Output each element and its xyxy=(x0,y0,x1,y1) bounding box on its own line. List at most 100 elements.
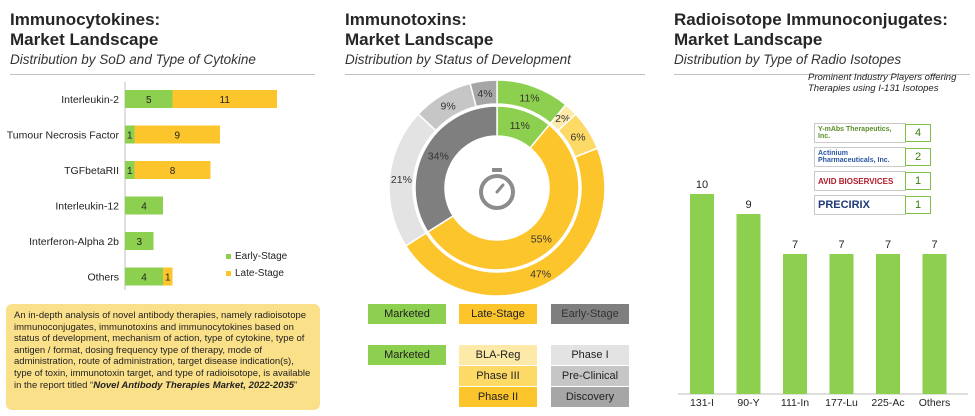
data-label: 7 xyxy=(931,239,937,251)
category-label: 225-Ac xyxy=(871,397,904,409)
player-name-0: Y-mAbs Therapeutics, Inc. xyxy=(818,126,892,140)
player-count-1: 2 xyxy=(905,148,931,166)
category-label: Tumour Necrosis Factor xyxy=(7,130,120,142)
outer-data-label: 21% xyxy=(391,174,412,186)
data-label: 4 xyxy=(141,202,147,213)
player-name-1: Actinium Pharmaceuticals, Inc. xyxy=(818,150,890,164)
panel3-rule xyxy=(674,74,970,75)
panel1-rule xyxy=(10,74,315,75)
player-count-2: 1 xyxy=(905,172,931,190)
logo-actinium: Actinium Pharmaceuticals, Inc. xyxy=(814,147,906,167)
stopwatch-hand xyxy=(495,183,505,194)
legend-phase-i: Phase I xyxy=(551,345,629,365)
legend-discovery: Discovery xyxy=(551,387,629,407)
data-label: 7 xyxy=(792,239,798,251)
panel1-subtitle: Distribution by SoD and Type of Cytokine xyxy=(10,52,256,67)
bar xyxy=(922,254,947,394)
note-end: ” xyxy=(294,379,298,391)
category-label: Others xyxy=(87,272,119,284)
data-label: 1 xyxy=(165,273,171,284)
bar xyxy=(736,214,761,394)
panel1-title-line2: Market Landscape xyxy=(10,30,159,49)
data-label: 7 xyxy=(838,239,844,251)
bar xyxy=(829,254,854,394)
inner-data-label: 11% xyxy=(510,120,530,132)
category-label: TGFbetaRII xyxy=(64,165,119,177)
bar-early xyxy=(125,125,135,144)
panel3-subtitle: Distribution by Type of Radio Isotopes xyxy=(674,52,902,67)
bar-late xyxy=(134,161,211,179)
data-label: 4 xyxy=(141,273,147,284)
bar-late xyxy=(163,267,173,286)
report-note: An in-depth analysis of novel antibody t… xyxy=(6,304,320,410)
legend-label: Late-Stage xyxy=(235,268,284,279)
legend-phase-iii: Phase III xyxy=(459,366,537,386)
data-label: 7 xyxy=(885,239,891,251)
inner-data-label: 55% xyxy=(531,233,552,245)
panel-immunotoxins: Immunotoxins: Market Landscape Distribut… xyxy=(345,0,645,416)
logo-avid: AVID BIOSERVICES xyxy=(814,171,906,191)
outer-data-label: 47% xyxy=(530,269,551,281)
category-label: 90-Y xyxy=(737,397,759,409)
outer-data-label: 9% xyxy=(441,100,456,112)
category-label: Interleukin-12 xyxy=(55,201,119,213)
category-label: 111-In xyxy=(781,397,809,409)
stopwatch-ring xyxy=(479,174,515,210)
bar-late xyxy=(134,125,220,144)
bar-early xyxy=(125,267,163,286)
data-label: 10 xyxy=(696,179,708,191)
players-title: Prominent Industry Players offering Ther… xyxy=(808,72,957,94)
isotope-bar-chart: 10 131-I 9 90-Y 7 111-In 7 177-Lu 7 225-Ac 7 Others xyxy=(678,179,968,409)
logo-precirix: PRECIRIX xyxy=(814,195,906,215)
bar-early xyxy=(125,232,154,250)
inner-slice xyxy=(414,105,498,233)
legend-late-stage: Late-Stage xyxy=(459,304,537,324)
note-report-title: Novel Antibody Therapies Market, 2022-20… xyxy=(93,379,295,391)
player-name-3: PRECIRIX xyxy=(818,199,870,211)
category-label: 177-Lu xyxy=(825,397,858,409)
panel2-title-line1: Immunotoxins: xyxy=(345,10,467,29)
panel3-title-line2: Market Landscape xyxy=(674,30,823,49)
panel2-title-line2: Market Landscape xyxy=(345,30,494,49)
panel2-subtitle: Distribution by Status of Development xyxy=(345,52,571,67)
bar-early xyxy=(125,161,135,179)
legend-swatch xyxy=(226,271,231,276)
legend-marketed-outer: Marketed xyxy=(368,345,446,365)
data-label: 1 xyxy=(127,131,133,142)
legend-bla-reg: BLA-Reg xyxy=(459,345,537,365)
bar xyxy=(783,254,807,394)
data-label: 1 xyxy=(127,166,133,177)
panel-immunocytokines: Immunocytokines: Market Landscape Distri… xyxy=(10,0,320,416)
panel2-rule xyxy=(345,74,645,75)
legend-swatch xyxy=(226,254,231,259)
category-label: 131-I xyxy=(690,397,714,409)
status-donut-chart: 11%2%6%47%21%9%4%11%55%34% xyxy=(388,79,606,297)
bar xyxy=(690,194,714,394)
panel3-title-line1: Radioisotope Immunoconjugates: xyxy=(674,10,948,29)
data-label: 5 xyxy=(146,95,152,106)
data-label: 11 xyxy=(220,95,231,106)
legend-pre-clinical: Pre-Clinical xyxy=(551,366,629,386)
player-count-0: 4 xyxy=(905,124,931,142)
legend-early-stage: Early-Stage xyxy=(551,304,629,324)
data-label: 8 xyxy=(170,166,176,177)
category-label: Interferon-Alpha 2b xyxy=(29,236,119,248)
player-name-2: AVID BIOSERVICES xyxy=(818,176,894,186)
bar-early xyxy=(125,90,173,108)
panel1-title-line1: Immunocytokines: xyxy=(10,10,161,29)
category-label: Interleukin-2 xyxy=(61,94,119,106)
data-label: 9 xyxy=(174,131,180,142)
outer-data-label: 11% xyxy=(519,93,539,105)
legend-phase-ii: Phase II xyxy=(459,387,537,407)
logo-ymabs: Y-mAbs Therapeutics, Inc. xyxy=(814,123,906,143)
data-label: 3 xyxy=(136,237,142,248)
stopwatch-icon xyxy=(479,168,515,210)
inner-slice xyxy=(426,123,580,271)
category-label: Others xyxy=(919,397,951,409)
panel-radioisotope: Radioisotope Immunoconjugates: Market La… xyxy=(674,0,974,416)
inner-data-label: 34% xyxy=(428,151,449,163)
legend-marketed: Marketed xyxy=(368,304,446,324)
legend-label: Early-Stage xyxy=(235,251,288,262)
outer-data-label: 4% xyxy=(477,88,492,100)
